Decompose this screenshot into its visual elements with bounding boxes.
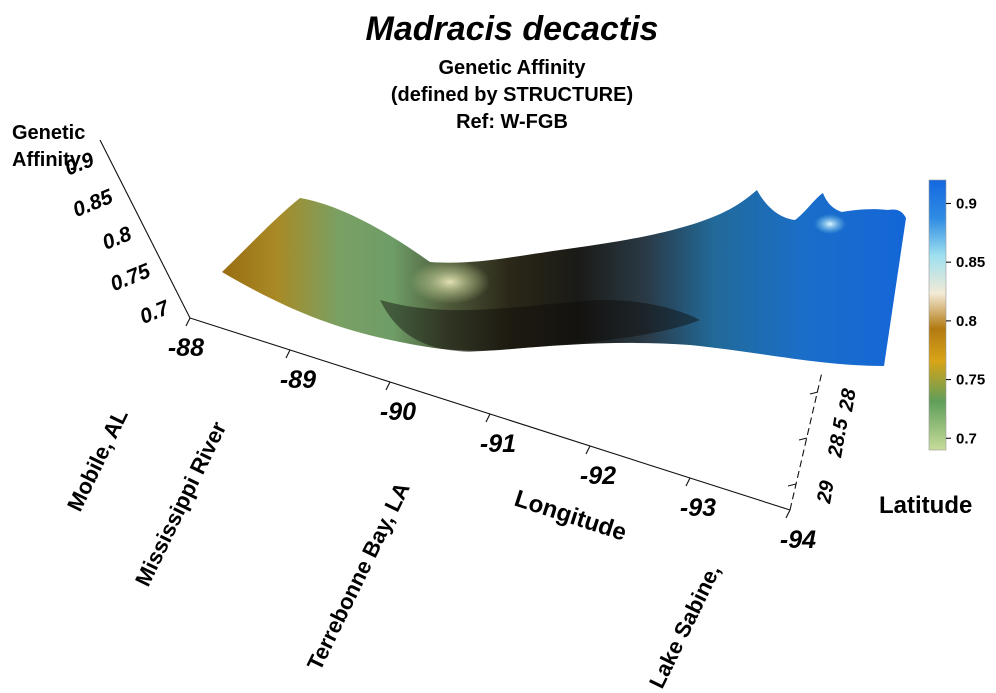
x-tick-label: -93: [680, 494, 716, 522]
y-tick-label: 28.5: [824, 416, 853, 460]
y-axis-label: Latitude: [879, 492, 972, 519]
x-tick-mark: [285, 349, 291, 359]
surface-body: [222, 190, 906, 366]
surface-highlight-cyan: [814, 214, 846, 234]
x-tick-mark: [185, 317, 191, 327]
colorbar-tick-label: 0.85: [956, 254, 985, 271]
colorbar-tick-label: 0.9: [956, 195, 977, 212]
x-axis-ticks: -88 -89 -90 -91 -92 -93 -94: [168, 317, 816, 554]
colorbar-tick-label: 0.75: [956, 372, 985, 389]
z-tick-label: 0.85: [70, 185, 117, 222]
x-tick-mark: [485, 413, 491, 423]
x-tick-mark: [385, 381, 391, 391]
colorbar-ticks: 0.9 0.85 0.8 0.75 0.7: [946, 195, 985, 447]
x-tick-mark: [685, 477, 691, 487]
x-tick-mark: [785, 509, 791, 519]
chart-subtitle-1: Genetic Affinity: [438, 57, 586, 79]
z-axis-label-line-1: Genetic: [12, 122, 85, 144]
y-axis-line: [789, 371, 823, 511]
x-tick-label: -88: [168, 334, 204, 362]
colorbar-tick-label: 0.8: [956, 313, 977, 330]
colorbar: [928, 179, 947, 451]
y-tick-label: 29: [813, 478, 839, 506]
chart-title: Madracis decactis: [366, 10, 659, 48]
z-axis-label-line-2: Affinity: [12, 149, 82, 171]
site-label-terrebonne: Terrebonne Bay, LA: [302, 478, 415, 674]
x-tick-label: -94: [780, 526, 816, 554]
colorbar-tick-label: 0.7: [956, 430, 977, 447]
x-tick-label: -89: [280, 366, 316, 394]
y-tick-mark: [798, 437, 808, 441]
x-tick-label: -90: [380, 398, 416, 426]
chart-subtitle-2: (defined by STRUCTURE): [391, 84, 633, 106]
x-axis-label: Longitude: [511, 485, 630, 547]
surface-highlight-light-green: [410, 260, 490, 304]
x-tick-label: -91: [480, 430, 516, 458]
site-label-mobile: Mobile, AL: [62, 405, 133, 515]
y-tick-label: 28: [835, 386, 861, 414]
z-tick-label: 0.7: [137, 296, 174, 329]
x-tick-mark: [585, 445, 591, 455]
x-tick-label: -92: [580, 462, 616, 490]
y-tick-mark: [787, 483, 797, 487]
site-label-mississippi: Mississippi River: [130, 417, 231, 590]
surface-plot: [222, 190, 906, 366]
surface-dark-shadow: [380, 300, 700, 352]
z-axis-line: [99, 139, 191, 319]
site-label-sabine: Lake Sabine,: [644, 560, 725, 692]
z-tick-label: 0.8: [99, 222, 135, 254]
y-tick-mark: [809, 391, 819, 395]
z-tick-label: 0.75: [107, 259, 154, 296]
chart-subtitle-3: Ref: W-FGB: [456, 111, 568, 133]
